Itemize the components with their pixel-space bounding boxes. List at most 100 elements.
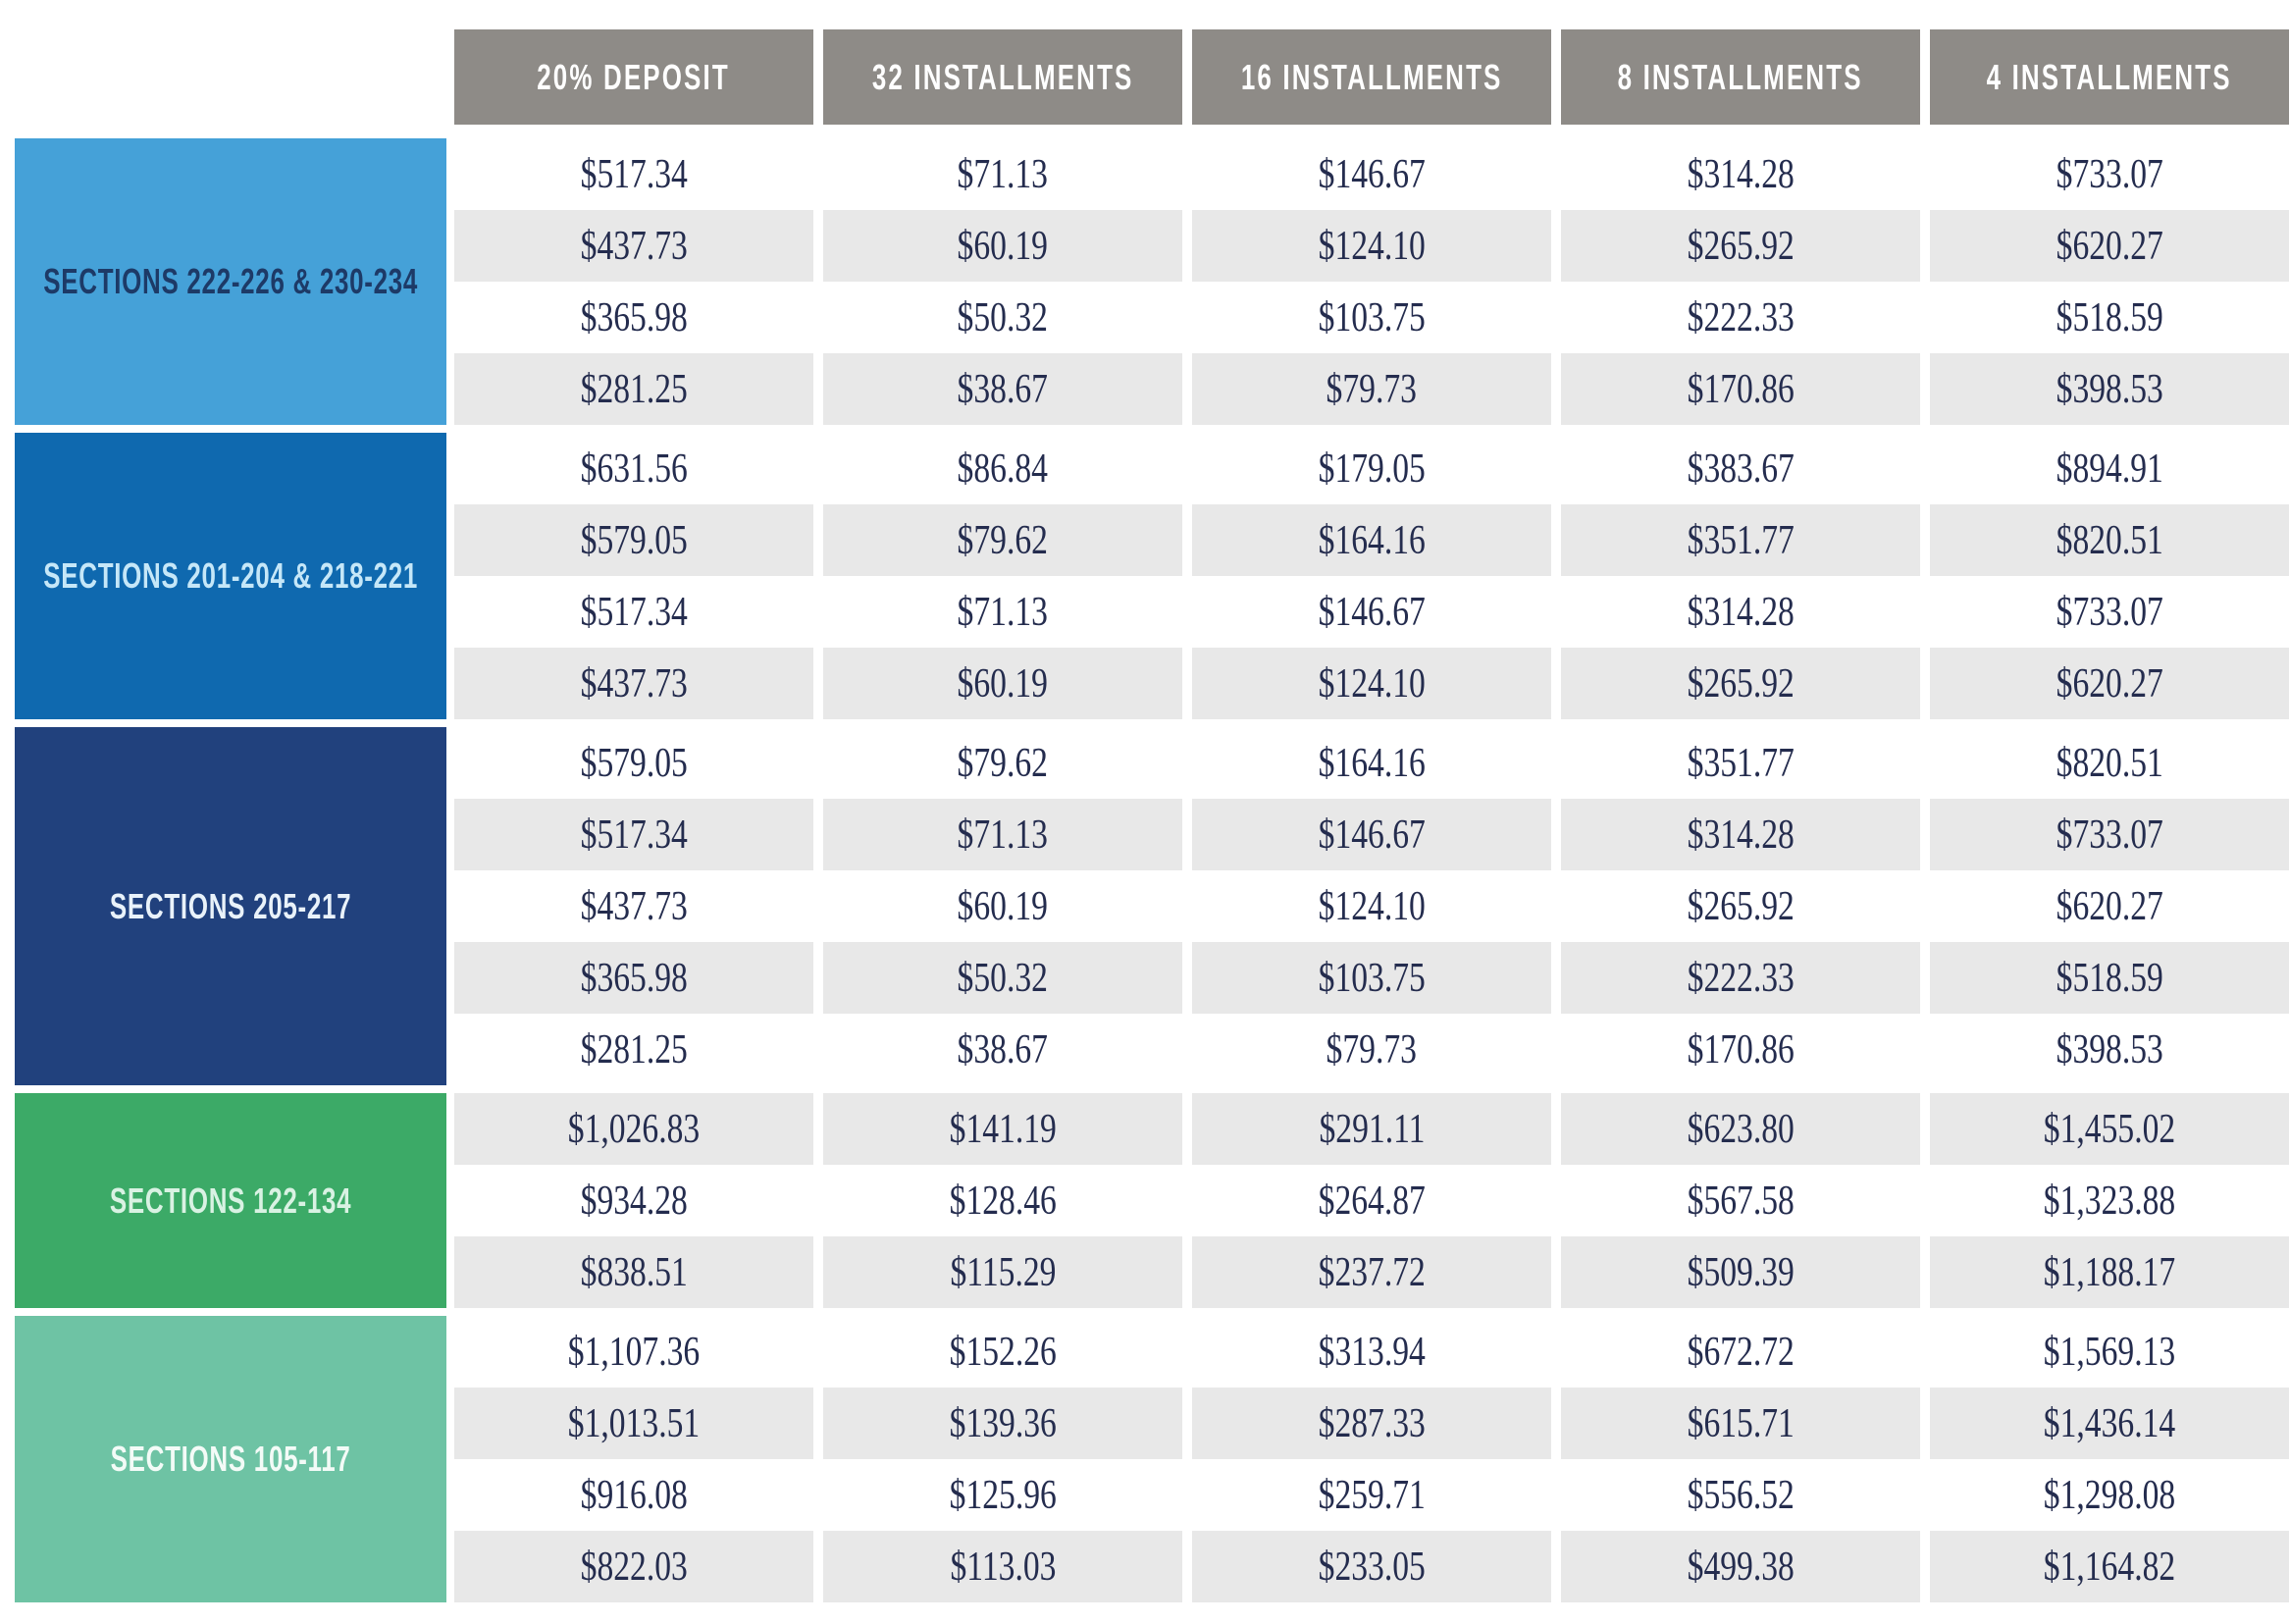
price-value: $164.16 <box>1318 740 1426 786</box>
price-cell: $916.08 <box>454 1459 813 1531</box>
price-cell: $517.34 <box>454 138 813 210</box>
price-value: $237.72 <box>1318 1249 1426 1295</box>
price-value: $1,455.02 <box>2043 1106 2176 1152</box>
price-cell: $1,455.02 <box>1930 1093 2289 1165</box>
price-value: $894.91 <box>2056 445 2163 492</box>
price-cell: $139.36 <box>823 1388 1182 1459</box>
column-header-5: 4 INSTALLMENTS <box>1930 29 2289 125</box>
price-value: $79.73 <box>1326 366 1418 412</box>
price-cell: $894.91 <box>1930 433 2289 504</box>
price-value: $264.87 <box>1318 1178 1426 1224</box>
price-cell: $314.28 <box>1561 799 1920 870</box>
price-value: $124.10 <box>1318 660 1426 707</box>
price-value: $152.26 <box>949 1329 1057 1375</box>
price-cell: $124.10 <box>1192 648 1551 719</box>
table-row: $517.34 $71.13 $146.67 $314.28 $733.07 <box>454 799 2289 870</box>
column-header-label: 20% DEPOSIT <box>537 56 731 97</box>
price-cell: $222.33 <box>1561 282 1920 353</box>
price-value: $314.28 <box>1687 812 1795 858</box>
price-value: $60.19 <box>957 660 1049 707</box>
table-row: $838.51 $115.29 $237.72 $509.39 $1,188.17 <box>454 1236 2289 1308</box>
price-value: $556.52 <box>1687 1472 1795 1518</box>
table-row: $934.28 $128.46 $264.87 $567.58 $1,323.88 <box>454 1165 2289 1236</box>
price-value: $314.28 <box>1687 589 1795 635</box>
price-value: $79.62 <box>957 517 1049 563</box>
price-cell: $146.67 <box>1192 799 1551 870</box>
group-rows: $631.56 $86.84 $179.05 $383.67 $894.91 $579.0… <box>454 433 2289 719</box>
price-cell: $124.10 <box>1192 210 1551 282</box>
price-value: $259.71 <box>1318 1472 1426 1518</box>
price-value: $509.39 <box>1687 1249 1795 1295</box>
table-row: $437.73 $60.19 $124.10 $265.92 $620.27 <box>454 210 2289 282</box>
price-value: $620.27 <box>2056 883 2163 929</box>
price-value: $103.75 <box>1318 955 1426 1001</box>
price-value: $128.46 <box>949 1178 1057 1224</box>
price-value: $103.75 <box>1318 294 1426 341</box>
column-header-1: 20% DEPOSIT <box>454 29 813 125</box>
price-value: $125.96 <box>949 1472 1057 1518</box>
price-value: $733.07 <box>2056 589 2163 635</box>
price-cell: $264.87 <box>1192 1165 1551 1236</box>
price-cell: $179.05 <box>1192 433 1551 504</box>
price-value: $1,188.17 <box>2043 1249 2176 1295</box>
price-cell: $383.67 <box>1561 433 1920 504</box>
price-cell: $733.07 <box>1930 799 2289 870</box>
price-cell: $365.98 <box>454 942 813 1014</box>
price-value: $351.77 <box>1687 740 1795 786</box>
price-cell: $620.27 <box>1930 870 2289 942</box>
price-cell: $437.73 <box>454 870 813 942</box>
section-label-text: SECTIONS 205-217 <box>109 885 352 926</box>
price-value: $631.56 <box>580 445 688 492</box>
price-value: $365.98 <box>580 294 688 341</box>
price-value: $113.03 <box>950 1544 1056 1590</box>
price-value: $916.08 <box>580 1472 688 1518</box>
price-value: $351.77 <box>1687 517 1795 563</box>
price-value: $934.28 <box>580 1178 688 1224</box>
column-header-label: 16 INSTALLMENTS <box>1240 56 1503 97</box>
price-value: $518.59 <box>2056 955 2163 1001</box>
price-cell: $351.77 <box>1561 504 1920 576</box>
group-rows: $517.34 $71.13 $146.67 $314.28 $733.07 $437.7… <box>454 138 2289 425</box>
price-cell: $1,188.17 <box>1930 1236 2289 1308</box>
price-value: $437.73 <box>580 223 688 269</box>
price-cell: $71.13 <box>823 576 1182 648</box>
price-value: $1,026.83 <box>567 1106 701 1152</box>
price-value: $1,569.13 <box>2043 1329 2176 1375</box>
price-cell: $164.16 <box>1192 504 1551 576</box>
price-cell: $517.34 <box>454 799 813 870</box>
price-value: $164.16 <box>1318 517 1426 563</box>
price-cell: $518.59 <box>1930 282 2289 353</box>
price-value: $620.27 <box>2056 223 2163 269</box>
price-value: $1,298.08 <box>2043 1472 2176 1518</box>
price-value: $265.92 <box>1687 223 1795 269</box>
price-cell: $79.62 <box>823 504 1182 576</box>
price-cell: $79.73 <box>1192 1014 1551 1085</box>
section-group-3: SECTIONS 205-217 $579.05 $79.62 $164.16 $351… <box>15 727 2290 1085</box>
price-cell: $620.27 <box>1930 648 2289 719</box>
table-row: $365.98 $50.32 $103.75 $222.33 $518.59 <box>454 942 2289 1014</box>
price-cell: $631.56 <box>454 433 813 504</box>
section-label-text: SECTIONS 105-117 <box>110 1439 351 1479</box>
price-value: $437.73 <box>580 660 688 707</box>
section-label: SECTIONS 201-204 & 218-221 <box>15 433 446 719</box>
price-value: $838.51 <box>580 1249 688 1295</box>
price-value: $287.33 <box>1318 1400 1426 1446</box>
price-value: $124.10 <box>1318 883 1426 929</box>
group-rows: $579.05 $79.62 $164.16 $351.77 $820.51 $517.3… <box>454 727 2289 1085</box>
price-cell: $164.16 <box>1192 727 1551 799</box>
price-value: $1,013.51 <box>567 1400 701 1446</box>
price-cell: $499.38 <box>1561 1531 1920 1602</box>
price-cell: $79.73 <box>1192 353 1551 425</box>
price-value: $822.03 <box>580 1544 688 1590</box>
price-value: $517.34 <box>580 812 688 858</box>
section-group-5: SECTIONS 105-117 $1,107.36 $152.26 $313.94 $… <box>15 1316 2290 1602</box>
table-row: $631.56 $86.84 $179.05 $383.67 $894.91 <box>454 433 2289 504</box>
group-rows: $1,026.83 $141.19 $291.11 $623.80 $1,455.02 $… <box>454 1093 2289 1308</box>
price-value: $437.73 <box>580 883 688 929</box>
price-cell: $79.62 <box>823 727 1182 799</box>
price-value: $265.92 <box>1687 883 1795 929</box>
price-cell: $437.73 <box>454 210 813 282</box>
price-cell: $146.67 <box>1192 138 1551 210</box>
column-header-3: 16 INSTALLMENTS <box>1192 29 1551 125</box>
